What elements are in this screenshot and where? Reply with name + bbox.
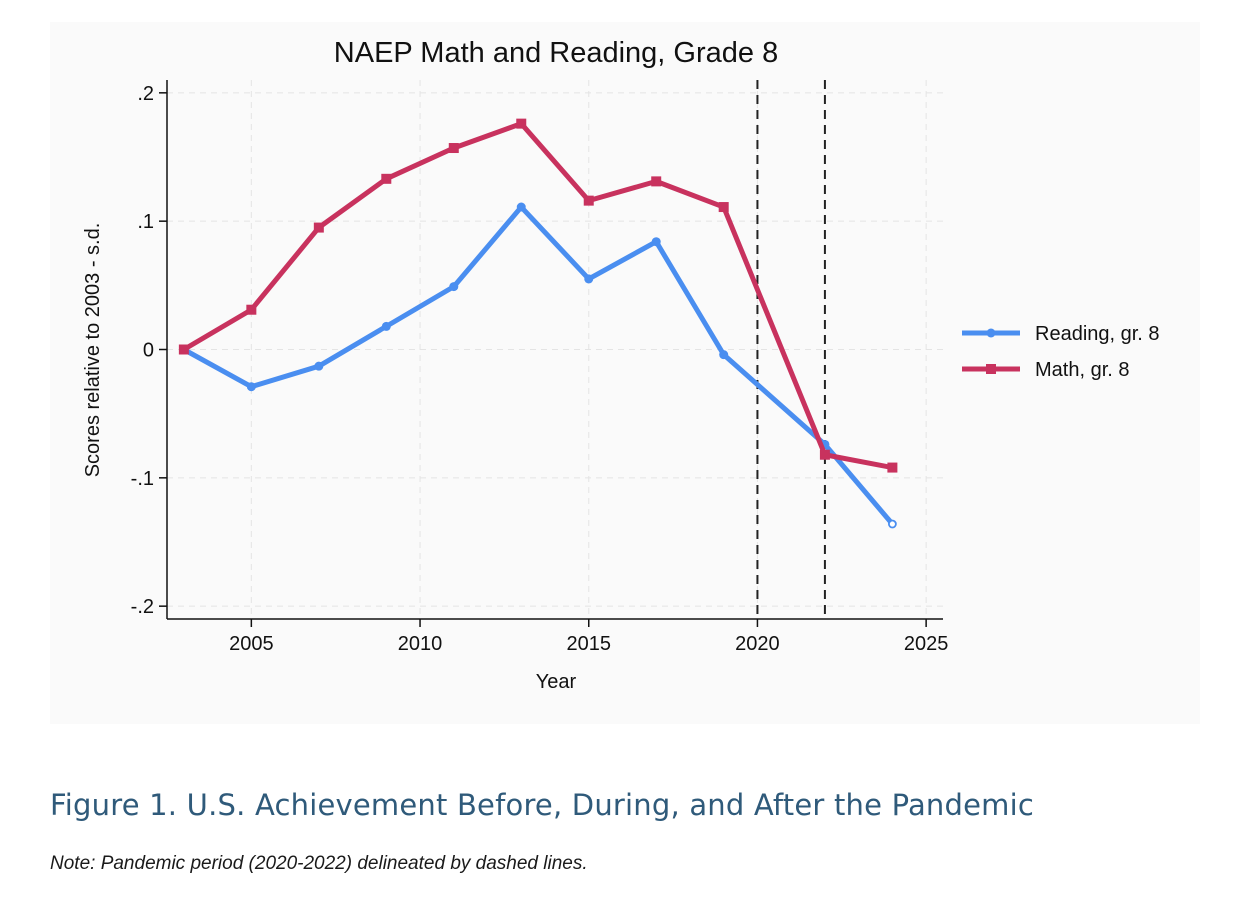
x-tick-label: 2015: [566, 633, 611, 655]
y-tick-label: -.1: [131, 468, 154, 490]
x-tick-label: 2010: [398, 633, 443, 655]
data-point: [314, 361, 324, 371]
x-tick-label: 2025: [904, 633, 949, 655]
data-point: [178, 344, 189, 355]
data-point: [313, 222, 324, 233]
series-lines: [178, 118, 898, 529]
data-point: [381, 321, 391, 331]
data-point: [651, 237, 661, 247]
y-axis-label: Scores relative to 2003 - s.d.: [82, 223, 104, 478]
y-tick-label: .2: [137, 83, 154, 105]
chart-title: NAEP Math and Reading, Grade 8: [334, 37, 778, 69]
x-tick-label: 2005: [229, 633, 274, 655]
data-point: [381, 173, 392, 184]
grid-lines: [167, 80, 943, 619]
x-tick-label: 2020: [735, 633, 780, 655]
data-point: [584, 274, 594, 284]
data-point: [651, 176, 662, 187]
legend: Reading, gr. 8 Math, gr. 8: [962, 323, 1160, 381]
figure-caption: Figure 1. U.S. Achievement Before, Durin…: [50, 788, 1035, 822]
series-line-math: [181, 121, 895, 471]
y-tick-label: .1: [137, 211, 154, 233]
naep-line-chart: -.2 -.1 0 .1 .2 2005 2010 2015 2020 2025 Reading,…: [82, 37, 1160, 693]
legend-marker: [986, 364, 996, 374]
legend-label: Math, gr. 8: [1035, 359, 1130, 381]
data-point: [449, 282, 459, 292]
data-point: [719, 350, 729, 360]
data-point: [516, 118, 527, 129]
data-point: [246, 382, 256, 392]
axes: -.2 -.1 0 .1 .2 2005 2010 2015 2020 2025: [131, 80, 949, 655]
chart-panel: [50, 22, 1200, 724]
data-point: [583, 195, 594, 206]
figure-note: Note: Pandemic period (2020-2022) deline…: [50, 853, 588, 874]
data-point: [448, 143, 459, 154]
y-tick-label: 0: [143, 340, 154, 362]
y-tick-label: -.2: [131, 596, 154, 618]
data-point: [246, 304, 257, 315]
data-point: [887, 462, 898, 473]
data-point: [516, 202, 526, 212]
data-point: [819, 449, 830, 460]
data-point: [887, 519, 897, 529]
data-point: [718, 202, 729, 213]
legend-marker: [986, 328, 996, 338]
pandemic-lines: [756, 80, 826, 619]
legend-label: Reading, gr. 8: [1035, 323, 1160, 345]
x-axis-label: Year: [536, 671, 577, 693]
